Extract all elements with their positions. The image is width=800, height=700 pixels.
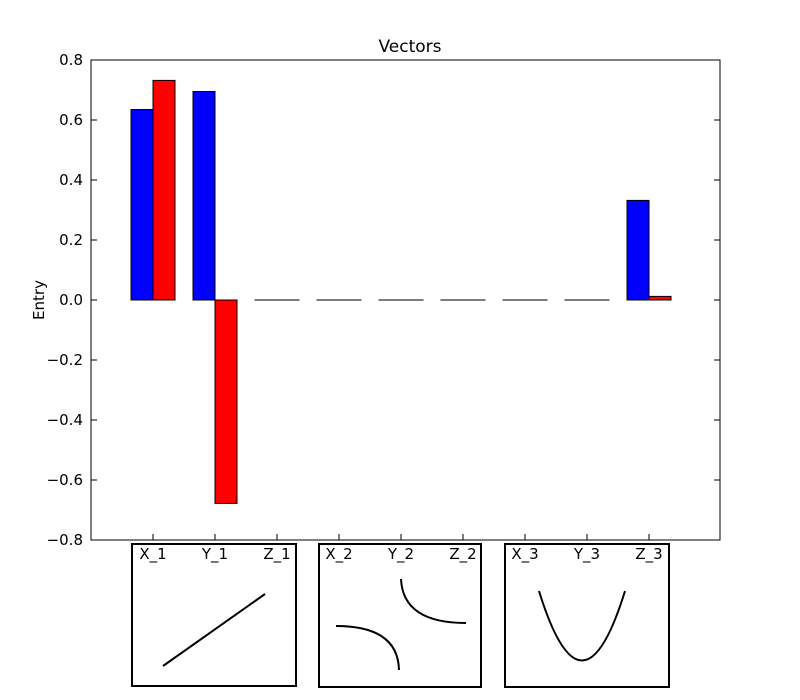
inset-frame-2 <box>318 543 482 688</box>
x-tick-label-z-2: Z_2 <box>449 545 476 564</box>
inset-group-1 <box>131 543 297 687</box>
x-tick-label-x-3: X_3 <box>511 545 538 564</box>
inset-curve-hyperbola-lower <box>335 625 400 671</box>
inset-group-3 <box>504 543 670 688</box>
y-tick-label: 0.0 <box>59 291 83 309</box>
inset-frame-3 <box>504 543 670 688</box>
y-tick-label: −0.4 <box>47 411 83 429</box>
bar-s2-z-3 <box>648 295 672 301</box>
x-tick-label-y-2: Y_2 <box>387 545 414 564</box>
bar-s2-y-1 <box>214 299 238 504</box>
x-tick-label-y-1: Y_1 <box>201 545 228 564</box>
bar-s2-x-1 <box>152 79 176 301</box>
x-tick-label-z-1: Z_1 <box>263 545 290 564</box>
y-axis-label: Entry <box>30 280 48 320</box>
y-tick-label: −0.8 <box>47 531 83 549</box>
x-tick-label-x-2: X_2 <box>325 545 352 564</box>
y-tick-label: 0.2 <box>59 231 83 249</box>
y-tick-label: −0.2 <box>47 351 83 369</box>
inset-curve-parabola <box>538 590 626 662</box>
y-tick-label: 0.8 <box>59 51 83 69</box>
bar-s1-x-1 <box>130 109 154 301</box>
inset-curve-line <box>162 593 266 667</box>
inset-frame-1 <box>131 543 297 687</box>
x-tick-label-z-3: Z_3 <box>635 545 662 564</box>
inset-group-2 <box>318 543 482 688</box>
y-axis-ticks: −0.8 −0.6 −0.4 −0.2 0.0 0.2 0.4 0.6 0.8 <box>47 51 720 549</box>
bar-s1-y-1 <box>192 91 216 301</box>
x-tick-labels-overlay: X_1 Y_1 Z_1 X_2 Y_2 Z_2 X_3 Y_3 Z_3 <box>139 545 662 564</box>
x-tick-label-y-3: Y_3 <box>573 545 600 564</box>
y-tick-label: 0.6 <box>59 111 83 129</box>
x-tick-labels <box>152 534 650 540</box>
y-tick-label: 0.4 <box>59 171 83 189</box>
x-tick-label-x-1: X_1 <box>139 545 166 564</box>
y-tick-label: −0.6 <box>47 471 83 489</box>
bars-layer <box>130 79 672 504</box>
chart-title: Vectors <box>378 37 441 57</box>
bar-s1-z-3 <box>626 199 650 301</box>
inset-curve-hyperbola-upper <box>400 578 467 624</box>
